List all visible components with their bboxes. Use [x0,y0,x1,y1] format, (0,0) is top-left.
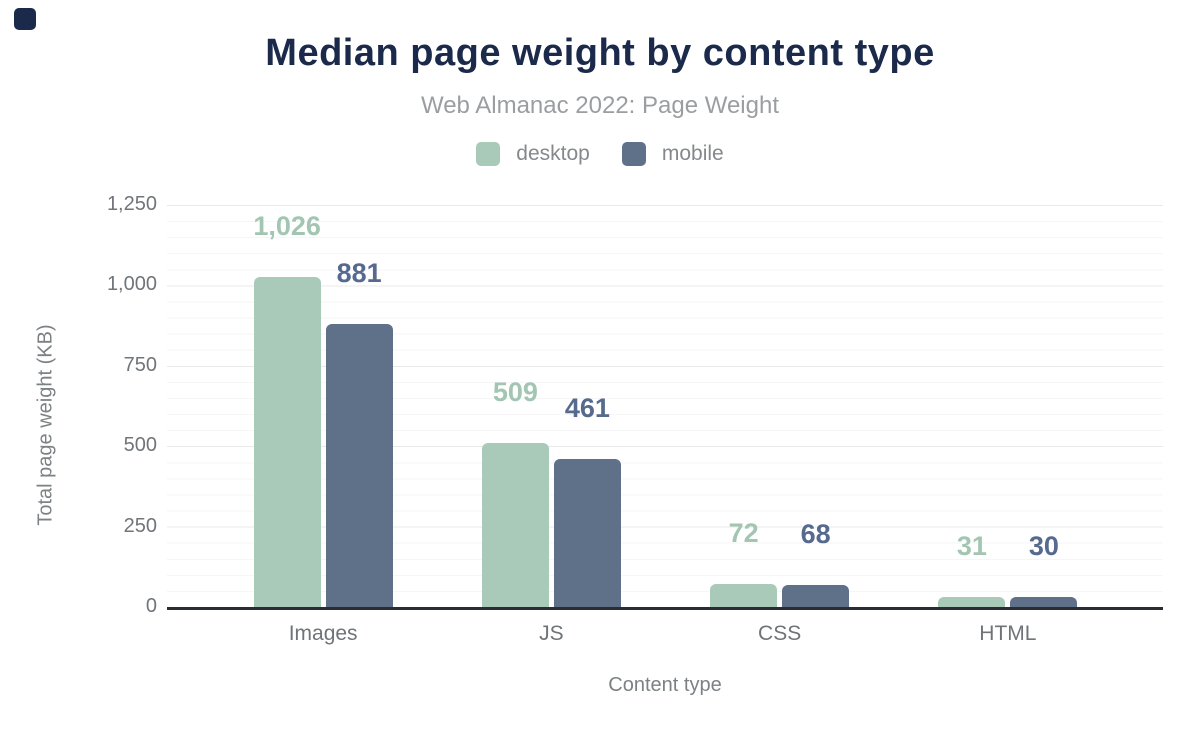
bar-column-mobile-images: 881 [325,205,393,607]
bar-pair-html: 31 30 [938,205,1078,607]
value-label-desktop-css: 72 [728,517,759,548]
x-axis-title: Content type [608,674,722,696]
value-label-mobile-css: 68 [800,519,831,550]
legend-label-desktop: desktop [516,142,590,165]
value-label-desktop-js: 509 [492,377,538,408]
legend: desktop mobile [0,142,1200,166]
bar-groups: 1,026 881 Images 509 461 JS 72 68 CSS 31 30 HTML [209,205,1122,645]
value-label-desktop-html: 31 [956,531,987,562]
plot-area: 1,026 881 Images 509 461 JS 72 68 CSS 31 30 HTML [167,205,1163,645]
legend-swatch-mobile [621,142,646,166]
value-label-mobile-js: 461 [564,392,610,423]
bar-column-desktop-html: 31 [938,205,1006,607]
bar-column-mobile-css: 68 [782,205,850,607]
bar-desktop-images[interactable] [253,277,321,607]
y-tick-500: 500 [123,434,157,457]
bar-mobile-js[interactable] [553,458,621,607]
y-tick-750: 750 [123,353,157,376]
bar-group-css: 72 68 CSS [666,205,894,645]
bar-mobile-images[interactable] [325,323,393,607]
value-label-mobile-html: 30 [1028,531,1059,562]
bar-column-mobile-js: 461 [553,205,621,607]
bar-group-html: 31 30 HTML [894,205,1122,645]
bar-desktop-css[interactable] [710,583,778,607]
bar-group-js: 509 461 JS [437,205,665,645]
legend-item-mobile[interactable]: mobile [621,142,724,166]
y-tick-1,000: 1,000 [106,273,157,296]
bar-column-mobile-html: 30 [1010,205,1078,607]
y-axis-title: Total page weight (KB) [34,324,57,526]
bar-column-desktop-images: 1,026 [253,205,321,607]
y-tick-1,250: 1,250 [106,193,157,215]
bar-pair-images: 1,026 881 [253,205,393,607]
y-tick-0: 0 [145,595,157,617]
bar-pair-css: 72 68 [710,205,850,607]
bar-column-desktop-js: 509 [481,205,549,607]
legend-label-mobile: mobile [661,142,724,165]
bar-desktop-js[interactable] [481,443,549,607]
bar-column-desktop-css: 72 [710,205,778,607]
bar-group-images: 1,026 881 Images [209,205,437,645]
legend-swatch-desktop [476,142,501,166]
y-axis-tick-labels: 0 250 500 750 1,000 1,250 [0,193,157,617]
bar-mobile-css[interactable] [782,585,850,607]
bar-mobile-html[interactable] [1010,597,1078,607]
logo-mark [14,8,36,30]
bar-pair-js: 509 461 [481,205,621,607]
value-label-mobile-images: 881 [336,257,382,288]
x-category-html: HTML [979,622,1037,645]
x-category-css: CSS [758,622,802,645]
chart-title: Median page weight by content type [265,32,935,74]
x-category-js: JS [539,622,564,645]
x-category-images: Images [288,622,358,645]
bar-desktop-html[interactable] [938,597,1006,607]
y-tick-250: 250 [123,514,157,537]
legend-item-desktop[interactable]: desktop [476,142,590,166]
value-label-desktop-images: 1,026 [253,211,321,242]
chart-subtitle: Web Almanac 2022: Page Weight [420,92,779,119]
